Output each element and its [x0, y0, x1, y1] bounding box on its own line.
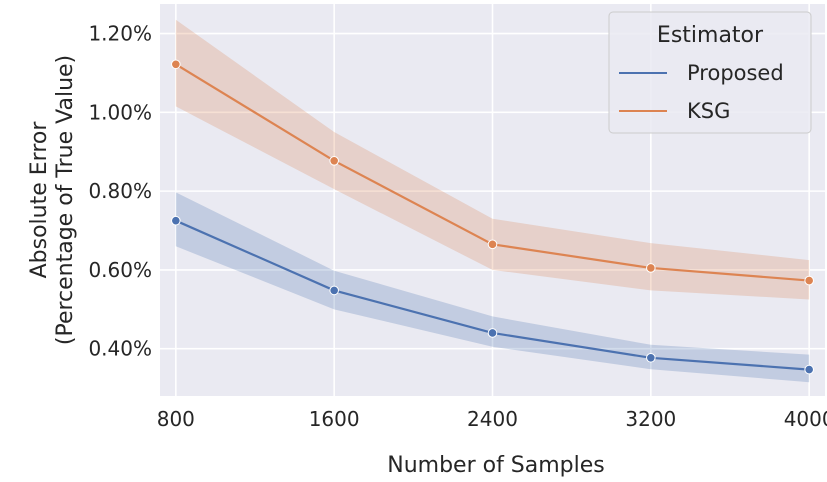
y-tick-label: 0.60% [88, 258, 152, 282]
x-tick-label: 1600 [309, 407, 360, 431]
data-point-ksg [487, 239, 498, 250]
data-point-proposed [171, 215, 181, 226]
y-tick-label: 0.40% [88, 337, 152, 361]
x-tick-label: 2400 [467, 407, 518, 431]
y-axis-title: Absolute Error (Percentage of True Value… [27, 55, 78, 345]
y-tick-label: 1.00% [88, 100, 152, 124]
x-tick-label: 3200 [625, 407, 676, 431]
data-point-ksg [646, 263, 656, 273]
ci-band-proposed [175, 192, 810, 383]
data-point-proposed [329, 285, 339, 296]
data-point-ksg [171, 59, 181, 70]
x-tick-label: 4000 [784, 407, 827, 431]
legend-title: Estimator [657, 23, 764, 48]
x-axis-title: Number of Samples [387, 453, 605, 478]
data-point-ksg [804, 275, 814, 286]
legend-label-ksg: KSG [687, 99, 730, 123]
y-axis-title-line-2: (Percentage of True Value) [53, 55, 78, 345]
legend: Estimator Proposed KSG [608, 11, 812, 134]
x-tick-label: 800 [157, 407, 195, 431]
data-point-proposed [487, 328, 498, 338]
legend-label-proposed: Proposed [687, 61, 784, 85]
x-axis-ticks: 800 1600 2400 3200 4000 [157, 407, 827, 431]
legend-box [608, 11, 812, 134]
data-point-proposed [804, 364, 814, 375]
data-point-ksg [329, 156, 339, 166]
y-tick-label: 1.20% [88, 22, 152, 46]
y-axis-ticks: 0.40% 0.60% 0.80% 1.00% 1.20% [88, 22, 152, 361]
data-point-proposed [646, 352, 656, 363]
series-points [171, 59, 814, 375]
y-tick-label: 0.80% [88, 179, 152, 203]
y-axis-title-line-1: Absolute Error [27, 121, 52, 279]
